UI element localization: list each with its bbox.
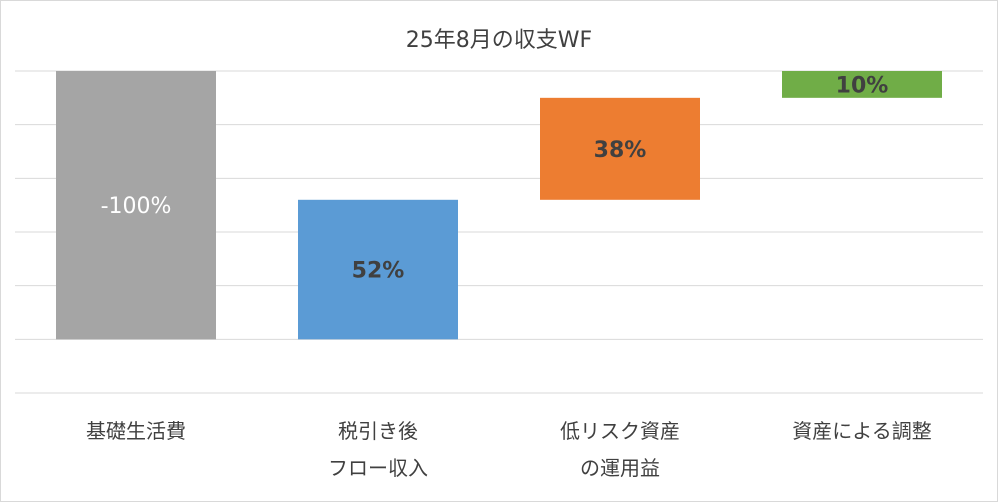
bar	[298, 199, 458, 340]
data-label: 10%	[836, 73, 889, 98]
x-tick-label: 低リスク資産 の運用益	[560, 419, 680, 480]
x-tick-label: 税引き後 フロー収入	[328, 419, 428, 480]
data-label: 52%	[352, 259, 405, 284]
data-label: -100%	[101, 194, 172, 219]
bar	[540, 97, 700, 200]
x-tick-label: 基礎生活費	[86, 419, 186, 443]
bar	[56, 71, 216, 340]
bar	[782, 71, 942, 98]
chart-title: 25年8月の収支WF	[406, 28, 592, 53]
x-tick-label: 資産による調整	[792, 419, 932, 443]
data-label: 38%	[594, 138, 647, 163]
